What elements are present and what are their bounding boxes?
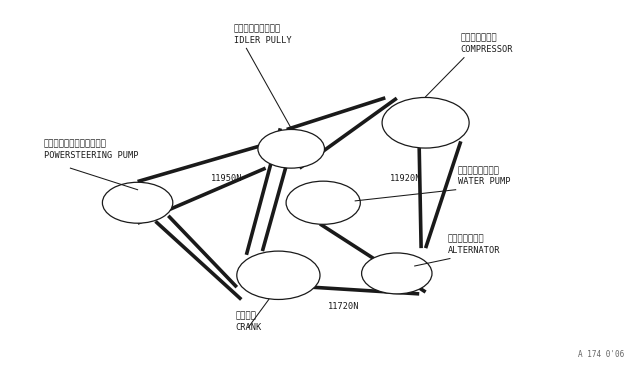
Text: ALTERNATOR: ALTERNATOR	[448, 246, 500, 255]
Circle shape	[382, 97, 469, 148]
Text: パワーステアリングポンプ: パワーステアリングポンプ	[44, 140, 106, 149]
Text: クランク: クランク	[236, 312, 257, 321]
Circle shape	[362, 253, 432, 294]
Circle shape	[286, 181, 360, 224]
Text: COMPRESSOR: COMPRESSOR	[461, 45, 513, 54]
Text: 11920N: 11920N	[390, 174, 422, 183]
Text: IDLER PULLY: IDLER PULLY	[234, 36, 291, 45]
Text: オルタネーター: オルタネーター	[448, 235, 484, 244]
Circle shape	[258, 129, 324, 168]
Text: コンプレッサー: コンプレッサー	[461, 34, 497, 43]
Text: ウォーターポンプ: ウォーターポンプ	[458, 166, 500, 175]
Text: アイドラープーリー: アイドラープーリー	[234, 25, 281, 33]
Text: CRANK: CRANK	[236, 323, 262, 332]
Text: 11720N: 11720N	[328, 302, 359, 311]
Circle shape	[237, 251, 320, 299]
Text: 11950N: 11950N	[211, 174, 243, 183]
Circle shape	[102, 182, 173, 223]
Text: WATER PUMP: WATER PUMP	[458, 177, 510, 186]
Text: A 174 0'06: A 174 0'06	[578, 350, 624, 359]
Text: POWERSTEERING PUMP: POWERSTEERING PUMP	[44, 151, 138, 160]
